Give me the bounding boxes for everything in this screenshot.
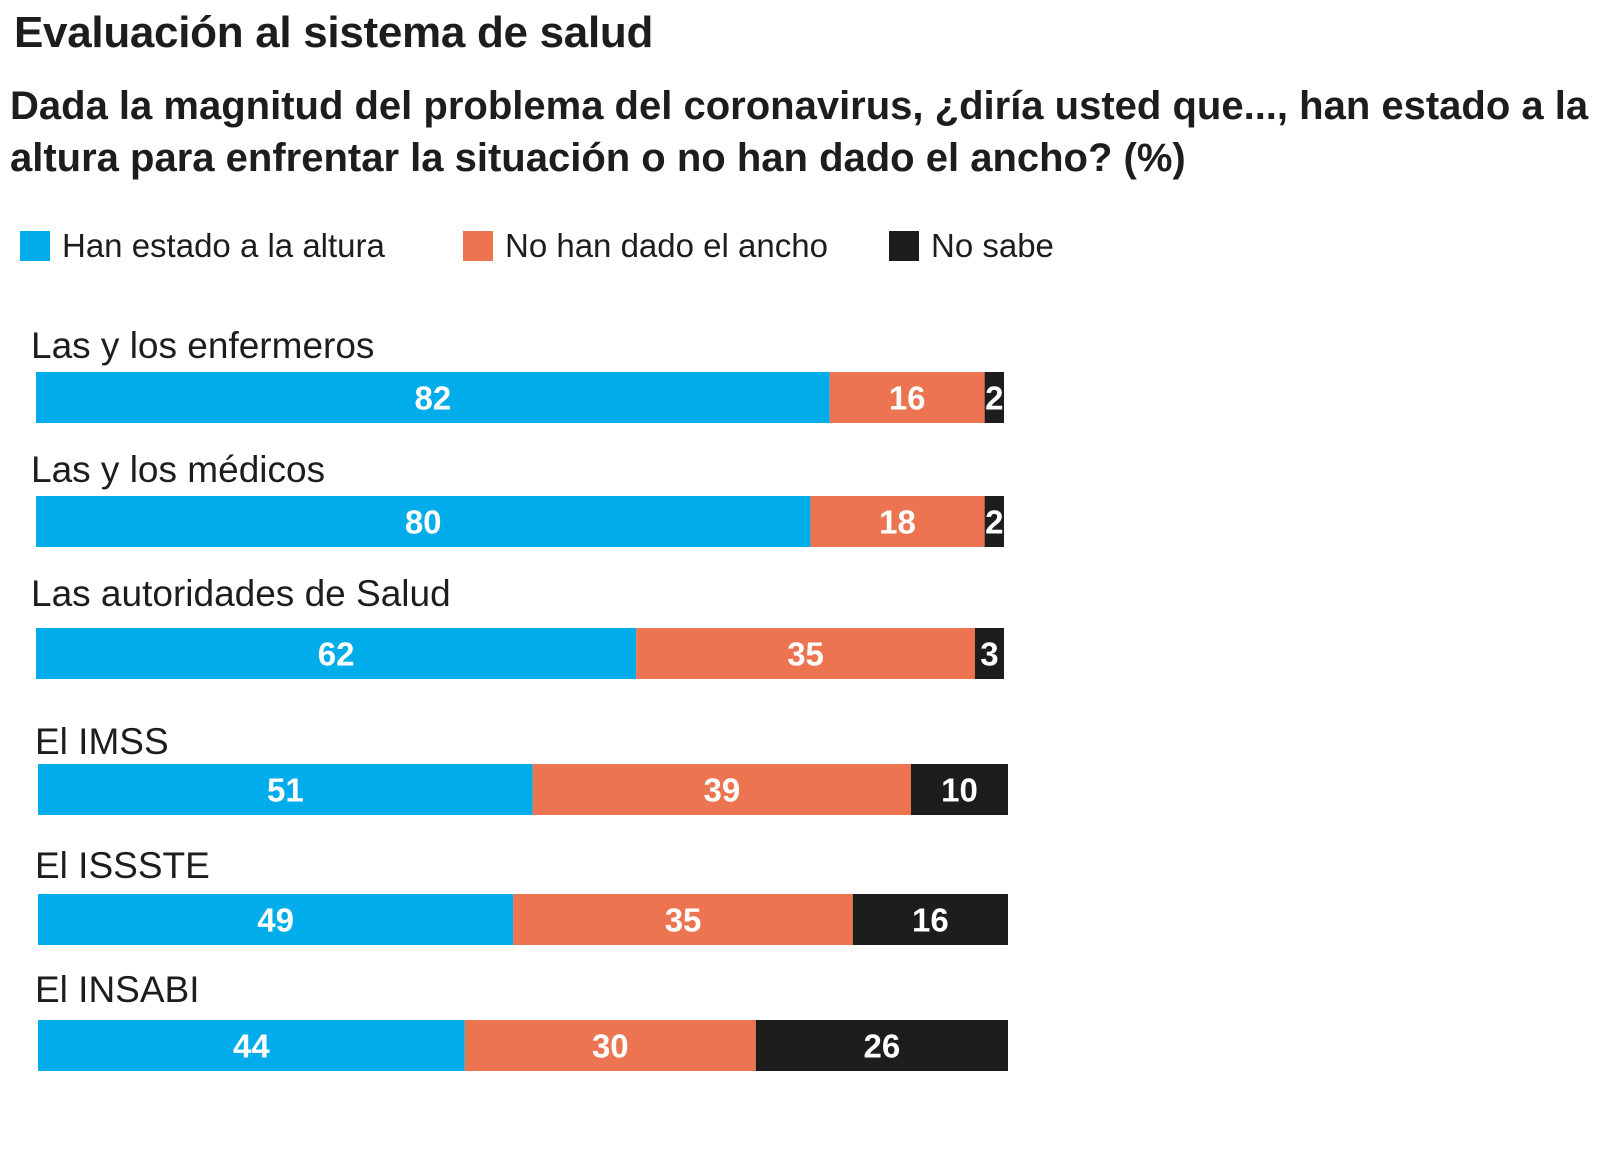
chart-subtitle: Dada la magnitud del problema del corona… bbox=[10, 84, 1589, 180]
category-label: El INSABI bbox=[35, 969, 200, 1010]
value-label-ancho: 39 bbox=[703, 772, 740, 809]
legend-swatch-nosabe bbox=[889, 231, 919, 261]
legend-swatch-altura bbox=[20, 231, 50, 261]
value-label-nosabe: 26 bbox=[864, 1028, 901, 1065]
bar-segment-altura bbox=[36, 372, 830, 423]
bar-row-1: Las y los médicos 80 18 2 bbox=[31, 449, 1004, 547]
bar-segment-altura bbox=[36, 628, 637, 679]
bar-segment-nosabe bbox=[984, 372, 1004, 423]
legend-swatch-ancho bbox=[463, 231, 493, 261]
category-label: Las y los enfermeros bbox=[31, 325, 374, 366]
bar-segment-nosabe bbox=[984, 496, 1004, 547]
value-label-nosabe: 10 bbox=[941, 772, 978, 809]
value-label-nosabe: 2 bbox=[985, 380, 1003, 417]
value-label-altura: 44 bbox=[233, 1028, 270, 1065]
legend-item-ancho: No han dado el ancho bbox=[463, 226, 828, 266]
legend-item-nosabe: No sabe bbox=[889, 226, 1054, 266]
value-label-altura: 51 bbox=[267, 772, 304, 809]
value-label-ancho: 18 bbox=[879, 504, 916, 541]
legend-label-nosabe: No sabe bbox=[931, 227, 1054, 264]
chart-title: Evaluación al sistema de salud bbox=[14, 8, 654, 57]
bar-segment-ancho bbox=[513, 894, 853, 945]
bar-segment-nosabe bbox=[852, 894, 1008, 945]
bar-segment-nosabe bbox=[974, 628, 1004, 679]
category-label: Las autoridades de Salud bbox=[31, 573, 451, 614]
legend-item-altura: Han estado a la altura bbox=[20, 226, 385, 266]
value-label-ancho: 35 bbox=[787, 636, 824, 673]
bar-row-4: El ISSSTE 49 35 16 bbox=[35, 845, 1008, 945]
bar-segment-ancho bbox=[532, 764, 911, 815]
value-label-altura: 49 bbox=[257, 902, 294, 939]
legend-label-altura: Han estado a la altura bbox=[62, 227, 385, 264]
bar-segment-altura bbox=[38, 764, 533, 815]
value-label-nosabe: 3 bbox=[980, 636, 998, 673]
bar-segment-ancho bbox=[464, 1020, 756, 1071]
bar-segment-ancho bbox=[636, 628, 975, 679]
bar-segment-nosabe bbox=[911, 764, 1008, 815]
value-label-altura: 80 bbox=[405, 504, 442, 541]
value-label-nosabe: 16 bbox=[912, 902, 949, 939]
bar-segment-ancho bbox=[829, 372, 985, 423]
bar-row-5: El INSABI 44 30 26 bbox=[35, 969, 1008, 1071]
bar-row-3: El IMSS 51 39 10 bbox=[35, 721, 1008, 815]
category-label: Las y los médicos bbox=[31, 449, 325, 490]
value-label-ancho: 35 bbox=[665, 902, 702, 939]
category-label: El IMSS bbox=[35, 721, 169, 762]
value-label-ancho: 30 bbox=[592, 1028, 629, 1065]
value-label-ancho: 16 bbox=[889, 380, 926, 417]
bar-segment-altura bbox=[38, 894, 514, 945]
value-label-altura: 82 bbox=[415, 380, 452, 417]
bar-row-0: Las y los enfermeros 82 16 2 bbox=[31, 325, 1004, 423]
bar-segment-altura bbox=[38, 1020, 465, 1071]
category-label: El ISSSTE bbox=[35, 845, 210, 886]
bar-segment-altura bbox=[36, 496, 811, 547]
bar-segment-ancho bbox=[810, 496, 985, 547]
bar-row-2: Las autoridades de Salud 62 35 3 bbox=[31, 573, 1004, 679]
bar-segment-nosabe bbox=[755, 1020, 1008, 1071]
value-label-altura: 62 bbox=[318, 636, 355, 673]
legend-label-ancho: No han dado el ancho bbox=[505, 227, 828, 264]
value-label-nosabe: 2 bbox=[985, 504, 1003, 541]
